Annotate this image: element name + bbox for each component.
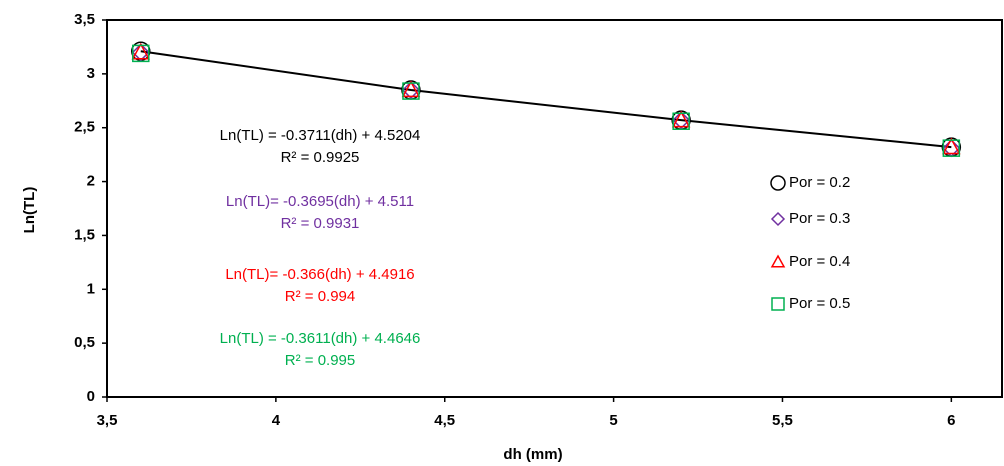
marker-triangle <box>770 254 786 268</box>
marker-diamond <box>672 111 691 130</box>
marker-square <box>672 112 690 131</box>
y-tick-label: 2 <box>87 173 95 190</box>
x-axis-title: dh (mm) <box>503 446 562 463</box>
marker-triangle <box>942 137 961 155</box>
x-tick-label: 5 <box>609 412 617 429</box>
r2-label: R² = 0.994 <box>285 288 355 305</box>
equation-label: Ln(TL) = -0.3711(dh) + 4.5204 <box>220 127 421 144</box>
y-tick-label: 0,5 <box>74 334 95 351</box>
marker-square <box>771 297 785 311</box>
y-tick-label: 3 <box>87 65 95 82</box>
marker-diamond <box>401 80 421 100</box>
x-tick-label: 6 <box>947 412 955 429</box>
plot-area <box>106 19 1003 398</box>
r2-label: R² = 0.995 <box>285 352 355 369</box>
marker-circle <box>770 175 786 191</box>
equation-label: Ln(TL)= -0.3695(dh) + 4.511 <box>226 193 414 210</box>
legend-label: Por = 0.4 <box>789 253 850 270</box>
y-tick-label: 2,5 <box>74 119 95 136</box>
marker-triangle <box>401 80 421 98</box>
x-tick-label: 5,5 <box>772 412 793 429</box>
marker-diamond <box>770 211 786 227</box>
y-tick-label: 1 <box>87 280 95 297</box>
marker-square <box>402 82 420 100</box>
x-tick-label: 4 <box>272 412 281 429</box>
trend-line <box>140 50 952 149</box>
marker-square <box>942 139 961 157</box>
legend-label: Por = 0.2 <box>789 174 850 191</box>
marker-square <box>132 44 150 63</box>
marker-diamond <box>131 43 150 62</box>
equation-label: Ln(TL) = -0.3611(dh) + 4.4646 <box>220 330 421 347</box>
r2-label: R² = 0.9931 <box>281 215 360 232</box>
r2-label: R² = 0.9925 <box>281 149 360 166</box>
legend-label: Por = 0.3 <box>789 210 850 227</box>
equation-label: Ln(TL)= -0.366(dh) + 4.4916 <box>225 266 414 283</box>
y-tick-label: 1,5 <box>74 226 95 243</box>
legend-label: Por = 0.5 <box>789 295 850 312</box>
marker-triangle <box>671 110 691 128</box>
y-tick-label: 3,5 <box>74 11 95 28</box>
y-axis-title: Ln(TL) <box>21 187 38 234</box>
x-tick-label: 4,5 <box>434 412 455 429</box>
x-tick-label: 3,5 <box>97 412 118 429</box>
y-tick-label: 0 <box>87 388 95 405</box>
marker-triangle <box>131 42 151 60</box>
